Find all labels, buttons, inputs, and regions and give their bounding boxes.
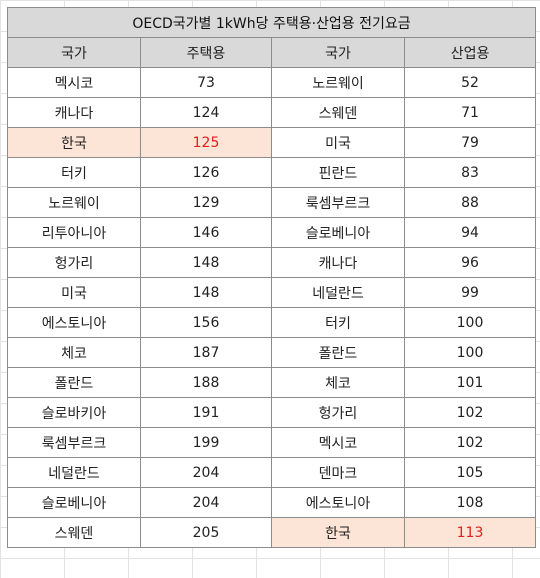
industrial-price-cell[interactable]: 88	[403, 187, 537, 218]
country-residential-cell[interactable]: 캐나다	[7, 97, 141, 128]
table-row: 노르웨이 129 룩셈부르크 88	[7, 187, 537, 218]
residential-price-cell[interactable]: 187	[140, 337, 272, 368]
table-row: 슬로베니아 204 에스토니아 108	[7, 487, 537, 518]
country-industrial-cell[interactable]: 한국	[271, 517, 405, 548]
country-industrial-cell[interactable]: 미국	[271, 127, 405, 158]
country-residential-cell[interactable]: 체코	[7, 337, 141, 368]
residential-price-cell[interactable]: 148	[140, 247, 272, 278]
industrial-price-cell[interactable]: 71	[403, 97, 537, 128]
header-country-residential[interactable]: 국가	[7, 37, 141, 68]
electricity-price-table: OECD국가별 1kWh당 주택용·산업용 전기요금 국가 주택용 국가 산업용…	[6, 7, 537, 548]
country-residential-cell[interactable]: 슬로바키아	[7, 397, 141, 428]
residential-price-cell[interactable]: 148	[140, 277, 272, 308]
industrial-price-cell[interactable]: 52	[403, 67, 537, 98]
table-row: 슬로바키아 191 헝가리 102	[7, 397, 537, 428]
residential-price-cell[interactable]: 199	[140, 427, 272, 458]
industrial-price-cell[interactable]: 101	[403, 367, 537, 398]
industrial-price-cell[interactable]: 105	[403, 457, 537, 488]
country-residential-cell[interactable]: 한국	[7, 127, 141, 158]
industrial-price-cell[interactable]: 100	[403, 337, 537, 368]
country-residential-cell[interactable]: 리투아니아	[7, 217, 141, 248]
country-industrial-cell[interactable]: 덴마크	[271, 457, 405, 488]
country-residential-cell[interactable]: 헝가리	[7, 247, 141, 278]
country-industrial-cell[interactable]: 터키	[271, 307, 405, 338]
industrial-price-cell[interactable]: 99	[403, 277, 537, 308]
industrial-price-cell[interactable]: 102	[403, 397, 537, 428]
country-residential-cell[interactable]: 룩셈부르크	[7, 427, 141, 458]
header-country-industrial[interactable]: 국가	[271, 37, 405, 68]
country-industrial-cell[interactable]: 멕시코	[271, 427, 405, 458]
country-residential-cell[interactable]: 노르웨이	[7, 187, 141, 218]
table-row: 폴란드 188 체코 101	[7, 367, 537, 398]
country-residential-cell[interactable]: 스웨덴	[7, 517, 141, 548]
table-row: 체코 187 폴란드 100	[7, 337, 537, 368]
table-row: 헝가리 148 캐나다 96	[7, 247, 537, 278]
industrial-price-cell[interactable]: 100	[403, 307, 537, 338]
residential-price-cell[interactable]: 191	[140, 397, 272, 428]
country-residential-cell[interactable]: 네덜란드	[7, 457, 141, 488]
residential-price-cell[interactable]: 188	[140, 367, 272, 398]
country-industrial-cell[interactable]: 노르웨이	[271, 67, 405, 98]
table-row: 리투아니아 146 슬로베니아 94	[7, 217, 537, 248]
residential-price-cell[interactable]: 204	[140, 487, 272, 518]
residential-price-cell[interactable]: 124	[140, 97, 272, 128]
country-industrial-cell[interactable]: 캐나다	[271, 247, 405, 278]
table-row: 에스토니아 156 터키 100	[7, 307, 537, 338]
title-row: OECD국가별 1kWh당 주택용·산업용 전기요금	[6, 7, 537, 38]
table-row: 멕시코 73 노르웨이 52	[7, 67, 537, 98]
country-industrial-cell[interactable]: 네덜란드	[271, 277, 405, 308]
industrial-price-cell[interactable]: 113	[403, 517, 537, 548]
country-industrial-cell[interactable]: 핀란드	[271, 157, 405, 188]
residential-price-cell[interactable]: 126	[140, 157, 272, 188]
country-residential-cell[interactable]: 터키	[7, 157, 141, 188]
residential-price-cell[interactable]: 156	[140, 307, 272, 338]
industrial-price-cell[interactable]: 94	[403, 217, 537, 248]
industrial-price-cell[interactable]: 96	[403, 247, 537, 278]
industrial-price-cell[interactable]: 83	[403, 157, 537, 188]
country-industrial-cell[interactable]: 에스토니아	[271, 487, 405, 518]
table-row: 네덜란드 204 덴마크 105	[7, 457, 537, 488]
header-row: 국가 주택용 국가 산업용	[7, 37, 537, 68]
residential-price-cell[interactable]: 73	[140, 67, 272, 98]
table-row: 터키 126 핀란드 83	[7, 157, 537, 188]
country-industrial-cell[interactable]: 폴란드	[271, 337, 405, 368]
residential-price-cell[interactable]: 204	[140, 457, 272, 488]
country-residential-cell[interactable]: 미국	[7, 277, 141, 308]
country-residential-cell[interactable]: 에스토니아	[7, 307, 141, 338]
table-row: 룩셈부르크 199 멕시코 102	[7, 427, 537, 458]
industrial-price-cell[interactable]: 108	[403, 487, 537, 518]
country-industrial-cell[interactable]: 체코	[271, 367, 405, 398]
country-residential-cell[interactable]: 슬로베니아	[7, 487, 141, 518]
residential-price-cell[interactable]: 205	[140, 517, 272, 548]
industrial-price-cell[interactable]: 79	[403, 127, 537, 158]
table-row: 한국 125 미국 79	[7, 127, 537, 158]
country-industrial-cell[interactable]: 스웨덴	[271, 97, 405, 128]
country-industrial-cell[interactable]: 룩셈부르크	[271, 187, 405, 218]
residential-price-cell[interactable]: 146	[140, 217, 272, 248]
country-residential-cell[interactable]: 폴란드	[7, 367, 141, 398]
residential-price-cell[interactable]: 129	[140, 187, 272, 218]
table-row: 캐나다 124 스웨덴 71	[7, 97, 537, 128]
country-industrial-cell[interactable]: 슬로베니아	[271, 217, 405, 248]
industrial-price-cell[interactable]: 102	[403, 427, 537, 458]
country-residential-cell[interactable]: 멕시코	[7, 67, 141, 98]
table-row: 미국 148 네덜란드 99	[7, 277, 537, 308]
table-row: 스웨덴 205 한국 113	[7, 517, 537, 548]
header-residential[interactable]: 주택용	[140, 37, 272, 68]
table-title[interactable]: OECD국가별 1kWh당 주택용·산업용 전기요금	[6, 7, 537, 38]
residential-price-cell[interactable]: 125	[140, 127, 272, 158]
country-industrial-cell[interactable]: 헝가리	[271, 397, 405, 428]
header-industrial[interactable]: 산업용	[403, 37, 537, 68]
